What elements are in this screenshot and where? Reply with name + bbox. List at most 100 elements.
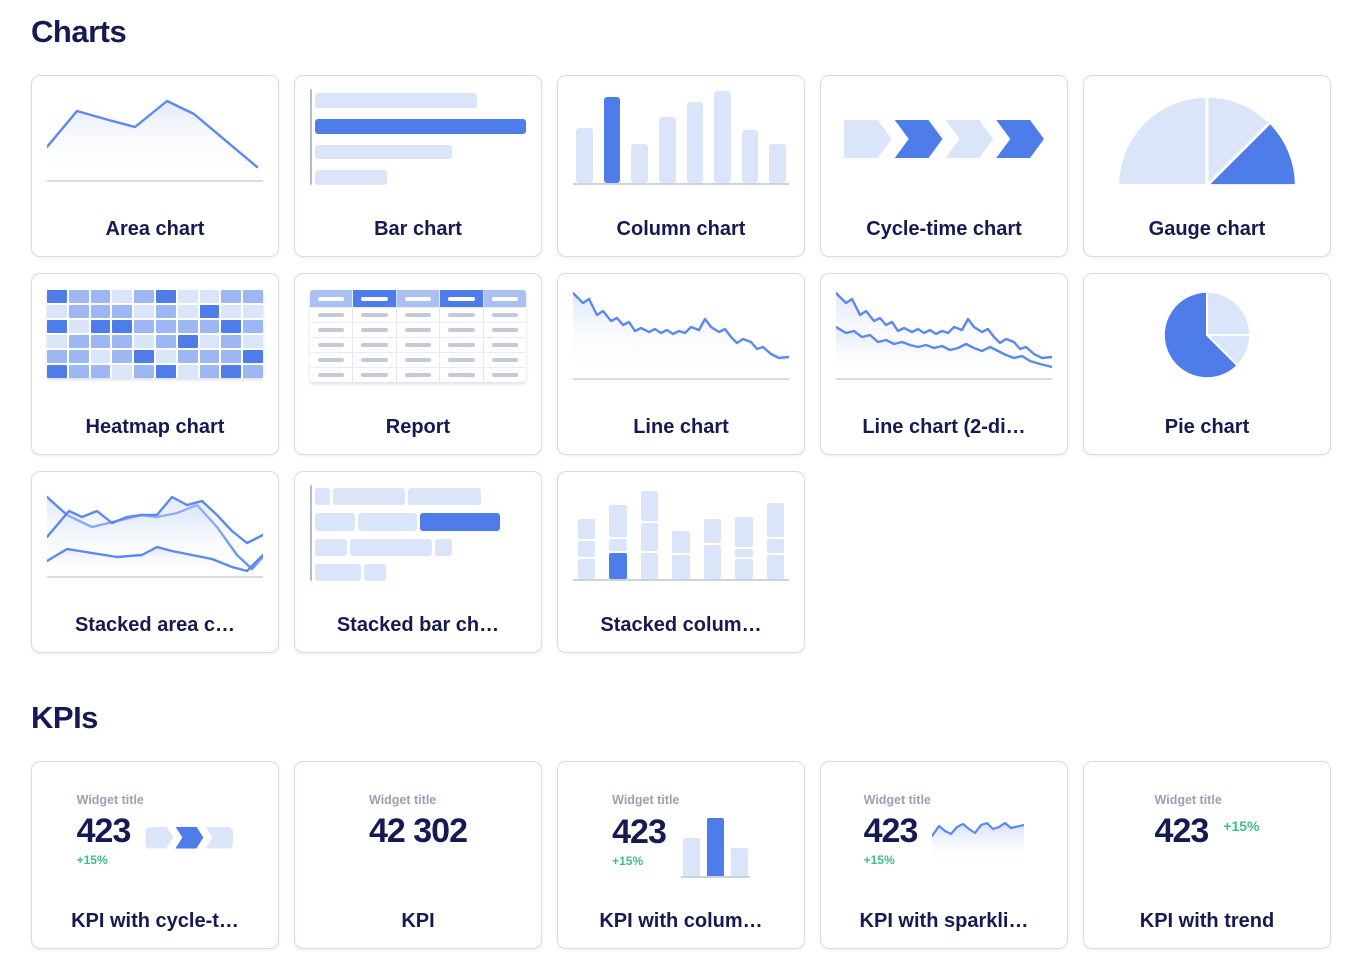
column-segment [609, 553, 627, 579]
heatmap-cell [112, 335, 133, 348]
column-segment [609, 539, 627, 551]
report-header-cell [396, 290, 441, 307]
bar [315, 170, 387, 185]
report-cell [397, 338, 441, 352]
kpi-card-kpi-with-colum[interactable]: Widget title 423 +15% KPI with colum… [557, 761, 805, 949]
chart-card-bar-chart[interactable]: Bar chart [294, 75, 542, 257]
heatmap-cell [221, 320, 242, 333]
heatmap-cell [134, 305, 154, 318]
heatmap-cell [221, 350, 242, 363]
chart-card-stacked-area-c[interactable]: Stacked area c… [31, 471, 279, 653]
bar-segment [349, 538, 432, 556]
column [741, 130, 759, 183]
charts-section-title: Charts [31, 14, 127, 49]
card-label: Stacked bar ch… [336, 614, 500, 636]
line-preview [47, 485, 263, 585]
chart-card-stacked-colum[interactable]: Stacked colum… [557, 471, 805, 653]
report-cell [353, 353, 397, 367]
heatmap-cell [155, 350, 176, 363]
chart-card-stacked-bar-ch[interactable]: Stacked bar ch… [294, 471, 542, 653]
cycle-segment [145, 827, 173, 849]
kpi-card-kpi[interactable]: Widget title 42 302 KPI [294, 761, 542, 949]
line-chart-icon-line [836, 325, 1052, 369]
column [658, 117, 676, 183]
kpi-delta: +15% [863, 853, 895, 867]
pie-chart-icon [1162, 290, 1252, 380]
pie-slice [1206, 290, 1252, 336]
column-segment [640, 523, 659, 551]
chart-card-line-chart[interactable]: Line chart [557, 273, 805, 455]
report-cell [353, 368, 397, 382]
gauge-preview [1099, 89, 1315, 189]
bar-segment [332, 488, 405, 506]
heatmap-cell [155, 305, 176, 318]
line-chart-icon-fill [573, 293, 789, 373]
report-header-cell [353, 290, 397, 307]
chart-card-gauge-chart[interactable]: Gauge chart [1083, 75, 1331, 257]
card-label: Line chart (2-di… [862, 416, 1026, 438]
heatmap-cell [177, 335, 198, 348]
cycle-time-chart-icon [844, 120, 1044, 158]
chart-card-report[interactable]: Report [294, 273, 542, 455]
card-label: Heatmap chart [85, 416, 225, 438]
kpi-value: 423 [1154, 812, 1210, 850]
report-cell [440, 353, 484, 367]
column-segment [703, 545, 722, 579]
heatmap-cell [134, 335, 154, 348]
chart-card-pie-chart[interactable]: Pie chart [1083, 273, 1331, 455]
chart-card-area-chart[interactable]: Area chart [31, 75, 279, 257]
widget-title: Widget title [369, 793, 437, 807]
heatmap-cell [221, 365, 242, 378]
heatmap-cell [243, 305, 263, 318]
heatmap-cell [90, 335, 111, 348]
card-label: KPI with trend [1139, 910, 1275, 932]
chart-card-line-chart-2-di[interactable]: Line chart (2-di… [820, 273, 1068, 455]
kpi-value: 423 [612, 812, 667, 851]
heatmap-cell [90, 290, 111, 303]
kpi-preview: Widget title 42 302 [369, 793, 468, 848]
kpi-delta: +15% [612, 853, 644, 868]
stackedcolumn-preview [573, 485, 789, 585]
column-segment [640, 553, 659, 579]
heatmap-cell [90, 305, 111, 318]
report-cell [353, 338, 397, 352]
card-label: Cycle-time chart [866, 218, 1022, 240]
line-chart-icon-fill [836, 327, 1052, 373]
report-row [310, 322, 526, 337]
heatmap-cell [134, 320, 154, 333]
heatmap-cell [177, 320, 198, 333]
cycle-segment [205, 826, 234, 849]
column-segment [766, 539, 784, 553]
card-label: Area chart [105, 218, 205, 240]
heatmap-cell [68, 365, 89, 378]
column-segment [703, 519, 722, 543]
column [576, 128, 593, 183]
bar-chart-icon [310, 89, 526, 185]
kpi-card-kpi-with-sparkli[interactable]: Widget title 423 +15% KPI with sparkli… [820, 761, 1068, 949]
kpi-card-kpi-with-trend[interactable]: Widget title 423 +15% KPI with trend [1083, 761, 1331, 949]
chart-card-cycle-time-chart[interactable]: Cycle-time chart [820, 75, 1068, 257]
line-chart-icon-line [47, 545, 263, 573]
heatmap-cell [134, 365, 154, 378]
axis [310, 485, 312, 581]
report-cell [397, 323, 441, 337]
card-label: Stacked area c… [74, 614, 236, 636]
report-cell [310, 368, 354, 382]
chart-card-column-chart[interactable]: Column chart [557, 75, 805, 257]
report-cell [484, 353, 526, 367]
column-segment [578, 519, 596, 539]
kpi-card-kpi-with-cycle-t[interactable]: Widget title 423 +15% KPI with cycle-t… [31, 761, 279, 949]
column-chart-icon [573, 89, 789, 185]
report-cell [310, 353, 354, 367]
column-segment [578, 559, 596, 579]
charts-grid: Area chart Bar chart Column chart Cycle-tim… [31, 75, 1346, 653]
kpi-preview: Widget title 423 +15% [612, 793, 750, 878]
widget-gallery: Charts Area chart Bar chart Column chart Cy… [31, 14, 1346, 949]
card-label: Line chart [633, 416, 729, 438]
kpi-preview: Widget title 423 +15% [1155, 793, 1260, 848]
kpis-section-title: KPIs [31, 700, 98, 735]
column-segment [672, 531, 690, 553]
card-label: Stacked colum… [600, 614, 762, 636]
chart-card-heatmap-chart[interactable]: Heatmap chart [31, 273, 279, 455]
bar [315, 144, 453, 160]
